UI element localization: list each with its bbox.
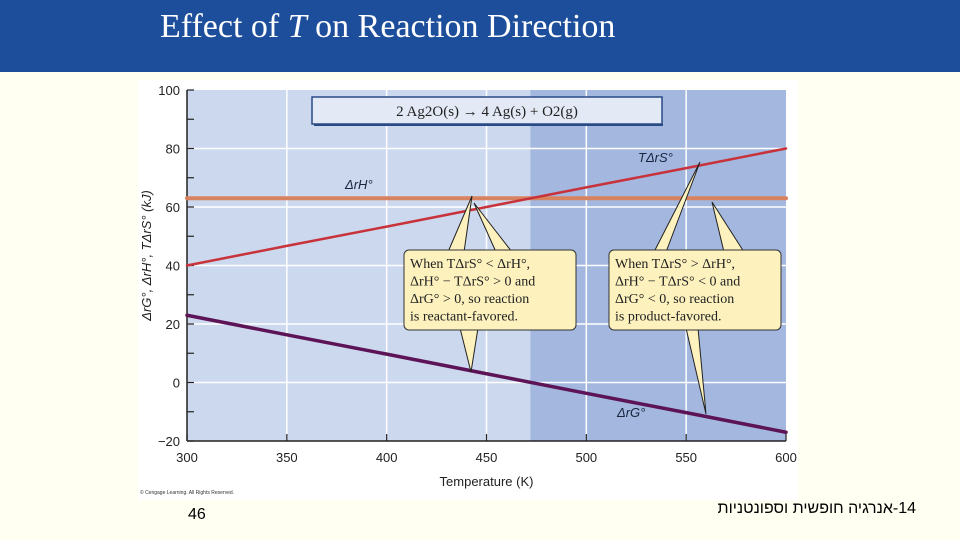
product-favored-callout-text: When TΔrS° > ΔrH°, [615, 257, 735, 272]
reactant-favored-callout-box [403, 249, 577, 331]
product-favored-callout-box [608, 249, 782, 331]
x-tick-label: 350 [276, 450, 298, 465]
reactant-favored-callout-text: When TΔrS° < ΔrH°, [410, 257, 530, 272]
x-tick-label: 450 [476, 450, 498, 465]
x-tick-label: 600 [775, 450, 797, 465]
y-axis-label: ΔrG°, ΔrH°, TΔrS° (kJ) [139, 190, 154, 322]
series-label-t-delta-s: TΔrS° [638, 150, 673, 165]
y-tick-label: 20 [166, 317, 180, 332]
y-tick-label: −20 [158, 434, 180, 449]
reactant-favored-callout-text: is reactant-favored. [410, 310, 518, 325]
copyright-note: © Cengage Learning. All Rights Reserved. [140, 490, 235, 496]
series-line [185, 313, 788, 434]
y-tick-label: 100 [158, 83, 180, 98]
page-number: 46 [188, 506, 206, 523]
x-tick-label: 300 [176, 450, 198, 465]
title-bar: Effect of T on Reaction Direction [0, 0, 960, 72]
slide-title: Effect of T on Reaction Direction [160, 8, 616, 45]
footer-chapter-title: 14-אנרגיה חופשית וספונטניות [717, 500, 916, 517]
y-tick-label: 40 [166, 259, 180, 274]
x-tick-label: 400 [376, 450, 398, 465]
product-favored-callout-text: ΔrG° < 0, so reaction [615, 292, 734, 307]
y-tick-label: 0 [173, 376, 180, 391]
chart-figure: −20 0 20 40 60 80 100 300 350 400 450 500 550 600 Temp… [138, 80, 798, 500]
series-label-delta-h: ΔrH° [344, 177, 373, 192]
x-axis-label: Temperature (K) [440, 474, 534, 489]
y-tick-label: 60 [166, 200, 180, 215]
x-tick-label: 550 [675, 450, 697, 465]
product-favored-callout-text: ΔrH° − TΔrS° < 0 and [615, 275, 740, 290]
x-tick-label: 500 [575, 450, 597, 465]
reactant-favored-callout-text: ΔrG° > 0, so reaction [410, 292, 529, 307]
series-label-delta-g: ΔrG° [616, 405, 645, 420]
y-tick-label: 80 [166, 142, 180, 157]
product-favored-callout-text: is product-favored. [615, 310, 722, 325]
reaction-equation: 2 Ag2O(s) → 4 Ag(s) + O2(g) [396, 104, 578, 120]
line-chart: −20 0 20 40 60 80 100 300 350 400 450 500 550 600 Temp… [139, 83, 797, 489]
series-line [185, 147, 788, 267]
reactant-favored-callout-text: ΔrH° − TΔrS° > 0 and [410, 275, 535, 290]
